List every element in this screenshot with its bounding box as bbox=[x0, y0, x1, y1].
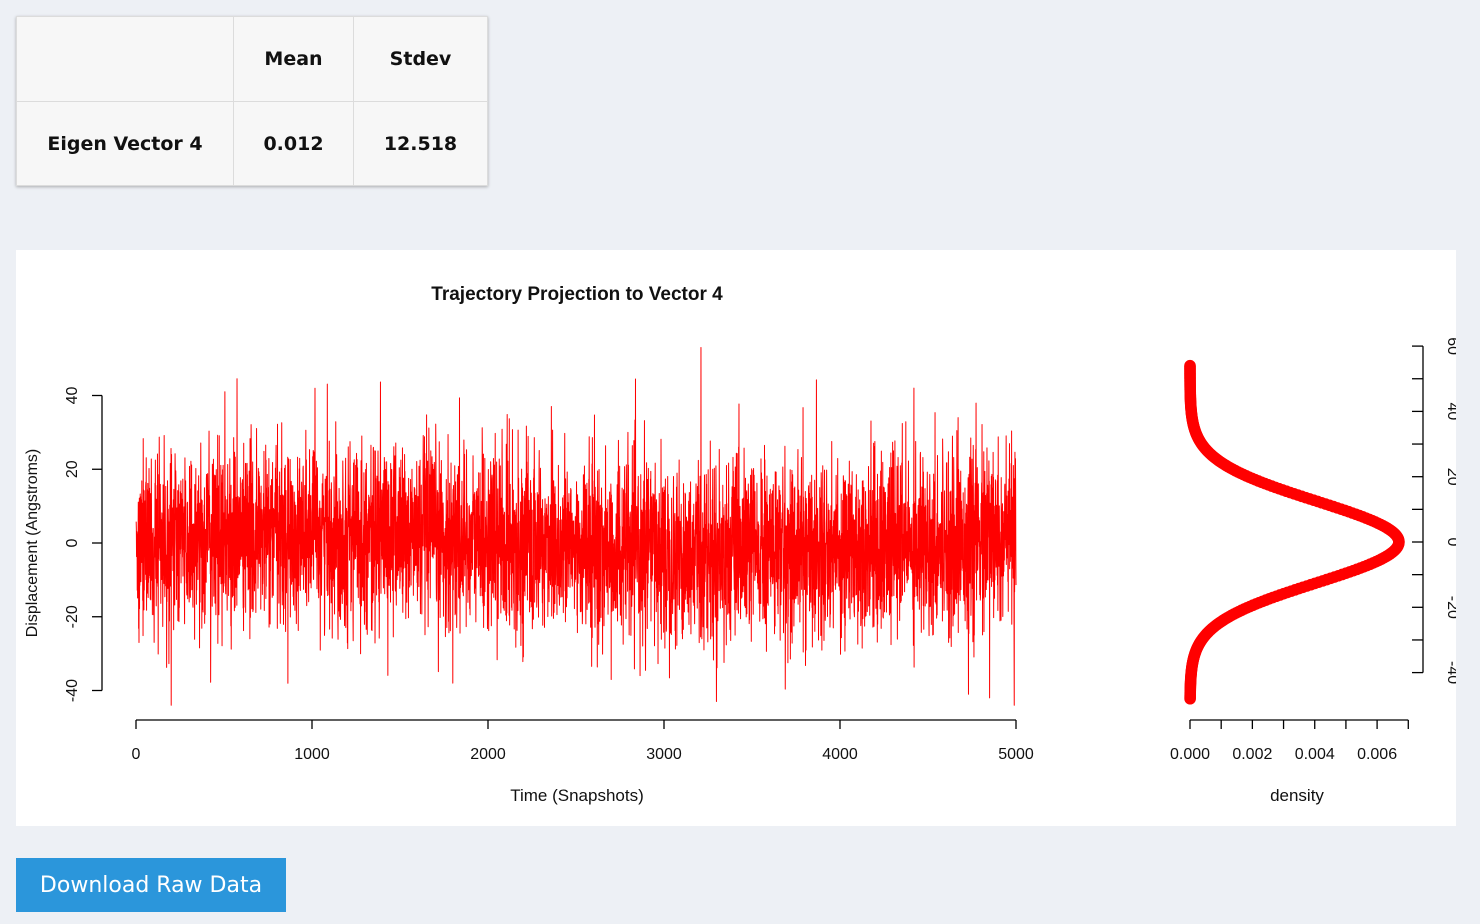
y-tick-label: 0 bbox=[64, 538, 81, 547]
stats-header-stdev: Stdev bbox=[353, 16, 488, 102]
density-y-tick-label: 60 bbox=[1444, 337, 1456, 355]
plot-panel: Trajectory Projection to Vector 4 Time (… bbox=[16, 250, 1456, 826]
stats-header-blank bbox=[16, 16, 234, 102]
stats-table: Mean Stdev Eigen Vector 4 0.012 12.518 bbox=[16, 16, 488, 186]
stats-header-mean: Mean bbox=[233, 16, 354, 102]
density-y-tick-label: -40 bbox=[1444, 661, 1456, 684]
download-raw-data-button[interactable]: Download Raw Data bbox=[16, 858, 286, 912]
y-tick-label: -40 bbox=[64, 679, 81, 702]
y-tick-label: 20 bbox=[64, 460, 81, 478]
density-point bbox=[1184, 359, 1196, 372]
row-mean: 0.012 bbox=[233, 101, 354, 186]
density-x-axis-label: density bbox=[1270, 786, 1324, 805]
x-tick-label: 4000 bbox=[822, 746, 858, 763]
density-y-tick-label: 40 bbox=[1444, 403, 1456, 421]
trajectory-line bbox=[135, 347, 1017, 706]
y-tick-label: -20 bbox=[64, 605, 81, 628]
density-axes: 0.000 0.002 0.004 0.006 -40 -20 0 20 40 60 bbox=[1170, 337, 1456, 763]
density-y-tick-label: 0 bbox=[1444, 538, 1456, 547]
main-axes: 0 1000 2000 3000 4000 5000 -40 -20 0 20 40 bbox=[64, 387, 1034, 764]
stats-header-row: Mean Stdev bbox=[16, 16, 488, 102]
density-x-tick-label: 0.000 bbox=[1170, 746, 1210, 763]
density-x-tick-label: 0.006 bbox=[1357, 746, 1397, 763]
density-x-tick-label: 0.004 bbox=[1295, 746, 1335, 763]
density-y-tick-label: -20 bbox=[1444, 596, 1456, 619]
x-tick-label: 3000 bbox=[646, 746, 682, 763]
chart-title: Trajectory Projection to Vector 4 bbox=[431, 284, 723, 305]
table-row: Eigen Vector 4 0.012 12.518 bbox=[16, 101, 488, 186]
series-density bbox=[1184, 359, 1405, 705]
x-tick-label: 1000 bbox=[294, 746, 330, 763]
y-tick-label: 40 bbox=[64, 387, 81, 405]
y-axis-label: Displacement (Angstroms) bbox=[24, 449, 41, 638]
projection-plot: Trajectory Projection to Vector 4 Time (… bbox=[24, 284, 1456, 805]
density-y-tick-label: 20 bbox=[1444, 468, 1456, 486]
series-trajectory bbox=[135, 347, 1017, 706]
row-label: Eigen Vector 4 bbox=[16, 101, 234, 186]
x-axis-label: Time (Snapshots) bbox=[510, 786, 644, 805]
x-tick-label: 5000 bbox=[998, 746, 1034, 763]
x-tick-label: 2000 bbox=[470, 746, 506, 763]
row-stdev: 12.518 bbox=[353, 101, 488, 186]
x-tick-label: 0 bbox=[132, 746, 141, 763]
density-x-tick-label: 0.002 bbox=[1232, 746, 1272, 763]
